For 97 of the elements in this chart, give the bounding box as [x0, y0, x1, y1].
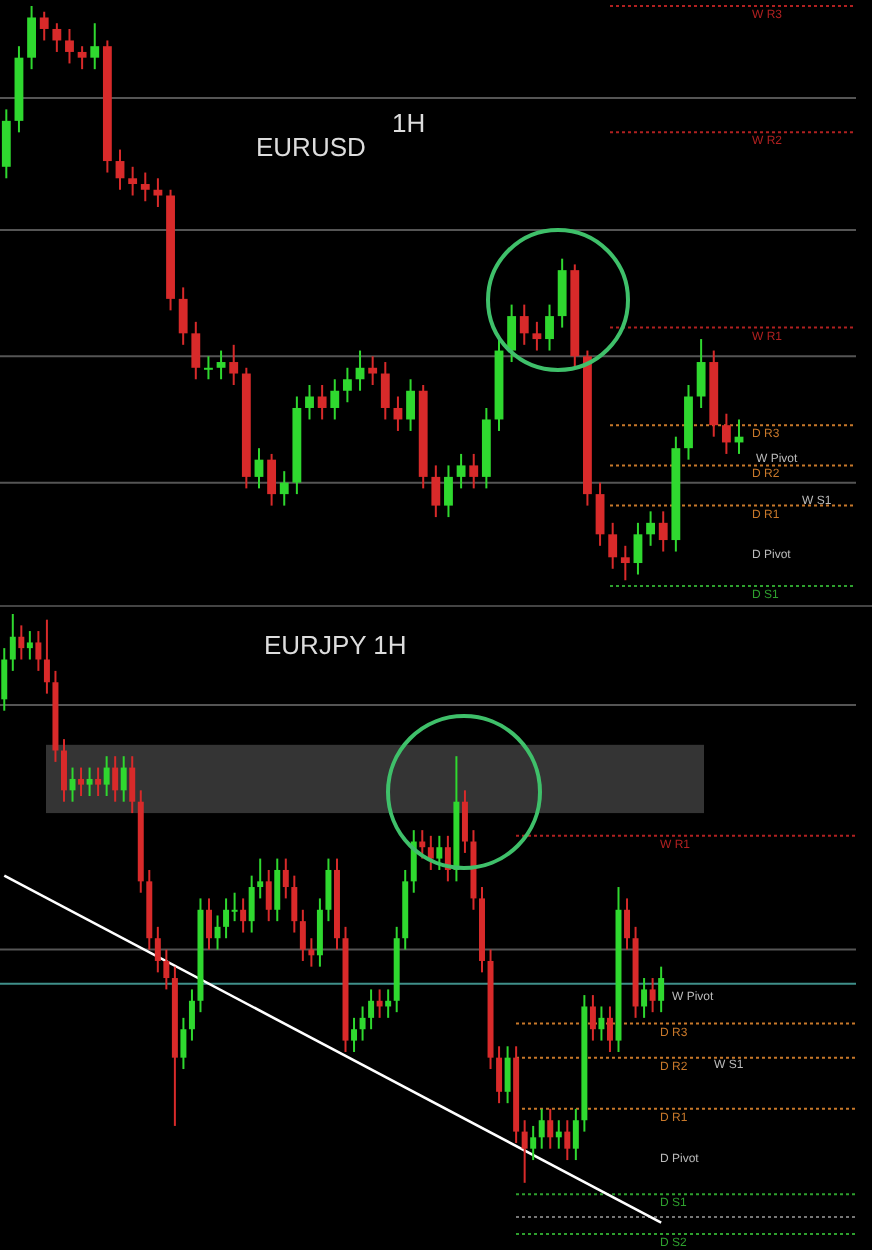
candlestick	[120, 755, 127, 803]
candlestick	[380, 361, 390, 421]
candlestick	[188, 988, 195, 1042]
candlestick	[521, 1119, 528, 1184]
candlestick	[646, 510, 656, 547]
candlestick	[305, 384, 314, 421]
candlestick	[456, 452, 466, 490]
candlestick	[191, 320, 201, 381]
candlestick	[658, 510, 668, 553]
candlestick	[129, 755, 136, 815]
candlestick	[368, 355, 378, 387]
candlestick	[279, 470, 289, 507]
candlestick	[248, 874, 255, 934]
candlestick	[1, 647, 8, 712]
candlestick	[265, 868, 272, 923]
candlestick	[406, 378, 415, 432]
candlestick	[633, 521, 643, 576]
candlestick	[368, 988, 375, 1031]
candlestick	[504, 1045, 511, 1105]
candlestick	[620, 544, 630, 582]
candlestick	[608, 521, 618, 570]
candlestick	[274, 857, 281, 923]
candlestick	[291, 874, 298, 934]
candlestick	[530, 1124, 537, 1162]
candlestick	[204, 355, 213, 381]
candlestick	[178, 286, 188, 346]
candlestick	[547, 1107, 554, 1150]
candlestick	[721, 412, 731, 455]
candlestick	[180, 1016, 187, 1071]
candlestick	[61, 738, 67, 803]
candlestick	[90, 22, 100, 71]
candlestick	[26, 630, 33, 661]
candlestick	[267, 452, 277, 507]
candlestick	[606, 1005, 613, 1053]
candlestick	[431, 464, 441, 519]
candlestick	[214, 914, 221, 951]
candlestick	[436, 834, 443, 871]
candlestick	[1, 108, 11, 180]
candlestick	[35, 630, 42, 672]
candlestick	[112, 755, 119, 803]
candlestick	[658, 965, 665, 1014]
candlestick	[317, 384, 327, 421]
candlestick	[538, 1107, 545, 1150]
candlestick	[461, 789, 468, 854]
candlestick	[18, 624, 25, 661]
candlestick	[229, 343, 239, 387]
candlestick	[572, 1107, 579, 1162]
candlestick	[231, 891, 238, 923]
candlestick	[216, 349, 226, 381]
candlestick	[564, 1119, 571, 1162]
candlestick	[78, 766, 85, 798]
candlestick	[532, 320, 542, 352]
candlestick	[507, 303, 517, 364]
candlestick	[65, 27, 74, 65]
candlestick	[223, 897, 230, 940]
candlestick	[359, 1005, 366, 1042]
candlestick	[240, 897, 247, 934]
candlestick	[342, 366, 352, 404]
candlestick	[103, 755, 110, 798]
candlestick	[282, 857, 289, 900]
candlestick	[95, 766, 102, 798]
candlestick	[163, 948, 170, 991]
candlestick	[427, 834, 434, 871]
candlestick	[39, 10, 49, 42]
text: 1H	[392, 108, 426, 138]
candlestick	[624, 897, 631, 951]
text: EURJPY 1H	[264, 630, 407, 660]
candlestick	[299, 908, 306, 962]
candlestick	[43, 618, 50, 695]
candlestick	[696, 338, 706, 409]
candlestick	[589, 994, 596, 1042]
candlestick	[154, 925, 161, 974]
candlestick	[351, 1016, 358, 1053]
candlestick	[444, 464, 453, 519]
candlestick	[316, 897, 323, 968]
candlestick	[140, 171, 150, 203]
candlestick	[641, 977, 648, 1019]
candlestick	[206, 897, 212, 951]
candlestick	[595, 481, 605, 547]
candlestick	[9, 613, 16, 672]
candlestick	[545, 303, 554, 352]
candlestick	[598, 1005, 605, 1042]
candlestick	[325, 857, 332, 923]
candlestick	[649, 977, 656, 1014]
candlestick	[330, 378, 340, 421]
candlestick	[77, 45, 87, 71]
candlestick	[496, 1045, 503, 1105]
candlestick	[469, 452, 479, 490]
text: EURUSD	[256, 132, 366, 162]
candlestick	[52, 22, 62, 53]
candlestick	[86, 766, 93, 798]
candlestick	[257, 857, 264, 900]
candlestick	[153, 177, 163, 208]
candlestick	[27, 5, 36, 71]
candlestick	[519, 303, 529, 346]
candlestick	[557, 257, 567, 329]
candlestick	[128, 165, 138, 197]
